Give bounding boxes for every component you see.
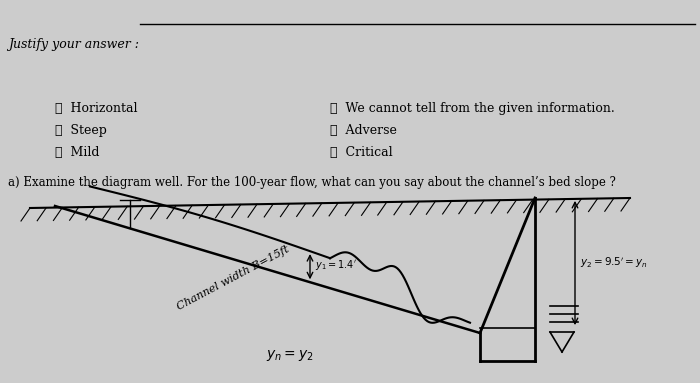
Text: ❖  Mild: ❖ Mild	[55, 146, 99, 159]
Text: ❖  Horizontal: ❖ Horizontal	[55, 102, 137, 115]
Text: ❖  We cannot tell from the given information.: ❖ We cannot tell from the given informat…	[330, 102, 615, 115]
Text: a) Examine the diagram well. For the 100-year flow, what can you say about the c: a) Examine the diagram well. For the 100…	[8, 176, 616, 189]
Text: $y_1 = 1.4'$: $y_1 = 1.4'$	[315, 258, 357, 272]
Text: Channel width B=15ft: Channel width B=15ft	[175, 244, 290, 312]
Text: ❖  Critical: ❖ Critical	[330, 146, 393, 159]
Text: $y_2 = 9.5' = y_n$: $y_2 = 9.5' = y_n$	[580, 256, 648, 270]
Text: Justify your answer :: Justify your answer :	[8, 38, 139, 51]
Text: $y_n = y_2$: $y_n = y_2$	[266, 348, 314, 363]
Text: ❖  Adverse: ❖ Adverse	[330, 124, 397, 137]
Text: ❖  Steep: ❖ Steep	[55, 124, 107, 137]
